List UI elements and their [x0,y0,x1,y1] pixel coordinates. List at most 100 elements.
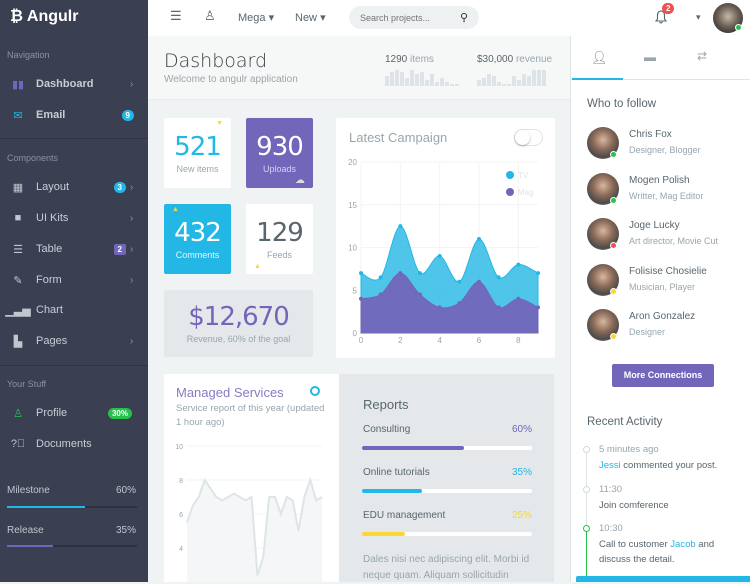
more-connections-button[interactable]: More Connections [612,364,714,387]
campaign-toggle[interactable] [514,129,543,146]
data-point [359,296,363,301]
logo[interactable]: ₿ Angulr [0,0,148,36]
toggle-menu-icon[interactable]: ☰ [170,8,182,23]
sidebar-item-dashboard[interactable]: ▮▮ Dashboard › [0,71,148,97]
search-icon[interactable]: ⚲ [460,12,469,24]
sidebar-item-pages[interactable]: ▙ Pages › [0,328,148,354]
legend-marker [506,171,514,179]
timeline-dot-active [583,525,590,532]
profile-badge: 30% [107,407,132,419]
search-input[interactable] [349,6,479,29]
online-status [735,24,742,31]
refresh-icon[interactable] [310,386,320,396]
bar-chart-icon: ▮▮ [11,78,25,91]
spark-bar [415,74,419,86]
sidebar-item-form[interactable]: ✎ Form › [0,267,148,293]
report-label: Online tutorials [363,467,430,478]
user-link[interactable]: Jessi [599,460,621,471]
x-tick-label: 0 [359,336,364,345]
activity-text: Jessi commented your post. [599,460,718,471]
y-tick-label: 20 [348,158,357,167]
sidebar-item-table[interactable]: ☰ Table 2 › [0,236,148,262]
page-header: Dashboard Welcome to angulr application … [148,36,570,100]
series-area [187,480,322,582]
spark-bar [487,74,491,86]
tile-new-items[interactable]: ▼ 521 New items [164,118,231,188]
sidebar-item-layout[interactable]: ▦ Layout 3 › [0,174,148,200]
data-point [536,271,540,276]
report-value: 35% [511,467,532,478]
grid-icon: ▦ [12,181,24,194]
y-tick-label: 6 [179,512,183,519]
sidebar-item-documents[interactable]: ?⃝ Documents [0,431,148,457]
tab-chat-icon[interactable]: ▬ [644,50,656,64]
tile-comments[interactable]: ▲ 432 Comments [164,204,231,274]
activity-time: 10:30 [599,523,623,534]
spark-bar [477,80,481,86]
tile-revenue: $12,670 Revenue, 60% of the goal [164,290,313,357]
activity-time: 5 minutes ago [599,444,659,455]
sidebar-item-ui-kits[interactable]: ■ UI Kits › [0,205,148,231]
tab-people-icon[interactable]: 👤︎ [591,50,608,65]
spark-bar [450,84,454,86]
follow-person[interactable]: Joge Lucky Art director, Movie Cut [587,218,747,254]
release-progress [7,545,137,547]
tile-uploads[interactable]: 930 Uploads ☁ [246,118,313,188]
spark-bar [425,80,429,86]
sidebar-item-profile[interactable]: ♙ Profile 30% [0,400,148,426]
caret-down-icon: ▼ [216,120,223,127]
chevron-right-icon: › [130,212,134,224]
y-tick-label: 10 [175,444,183,451]
milestone-label: Milestone [7,485,50,496]
follow-person[interactable]: Mogen Polish Writter, Mag Editor [587,172,747,209]
follow-person[interactable]: Aron Gonzalez Designer [587,309,747,345]
data-point [359,271,363,276]
user-icon[interactable]: ♙ [204,8,216,23]
signal-icon: ▁▃▅ [5,304,31,317]
activity-time: 11:30 [599,484,623,495]
spark-bar [410,70,414,86]
series-line [186,476,323,576]
y-tick-label: 0 [353,329,358,338]
data-point [457,301,462,306]
spark-bar [400,72,404,86]
tab-transfer-icon[interactable]: ⇄ [697,49,708,63]
spark-bar [482,78,486,86]
reports-panel [339,374,554,582]
sidebar-item-chart[interactable]: ▁▃▅ Chart [0,297,148,323]
chevron-right-icon: › [130,335,134,347]
revenue-sparkline [477,70,546,86]
who-to-follow-title: Who to follow [587,98,657,110]
follow-person[interactable]: Chris Fox Designer, Blogger [587,127,747,163]
caret-down-icon[interactable]: ▾ [696,12,701,22]
series-area-mag [360,272,539,334]
follow-person[interactable]: Folisise Chosielie Musician, Player [587,263,747,300]
status-dot [610,151,617,158]
spark-bar [440,78,444,86]
table-badge: 2 [113,243,126,255]
report-label: Consulting [363,424,411,435]
cloud-upload-icon: ☁ [295,175,305,186]
spark-bar [532,70,536,86]
x-tick-label: 6 [477,336,482,345]
user-link[interactable]: Jacob [670,539,696,550]
email-badge: 9 [121,109,134,121]
spark-bar [522,74,526,86]
spark-bar [455,84,459,86]
data-point [516,296,521,301]
services-title: Managed Services [176,385,284,400]
notification-badge: 2 [662,3,675,14]
mega-dropdown[interactable]: Mega ▾ [238,12,275,24]
tile-feeds[interactable]: 129 Feeds ▲ [246,204,313,274]
spark-bar [542,70,546,86]
data-point [457,279,462,284]
new-dropdown[interactable]: New ▾ [295,12,326,24]
caret-up-icon: ▲ [172,206,179,213]
sidebar-item-email[interactable]: ✉ Email 9 [0,102,148,128]
bottom-bar [576,576,750,582]
chevron-right-icon: › [130,181,134,193]
data-point [437,254,442,259]
timeline-dot [583,486,590,493]
briefcase-icon: ■ [14,212,22,224]
items-sparkline [385,70,459,86]
